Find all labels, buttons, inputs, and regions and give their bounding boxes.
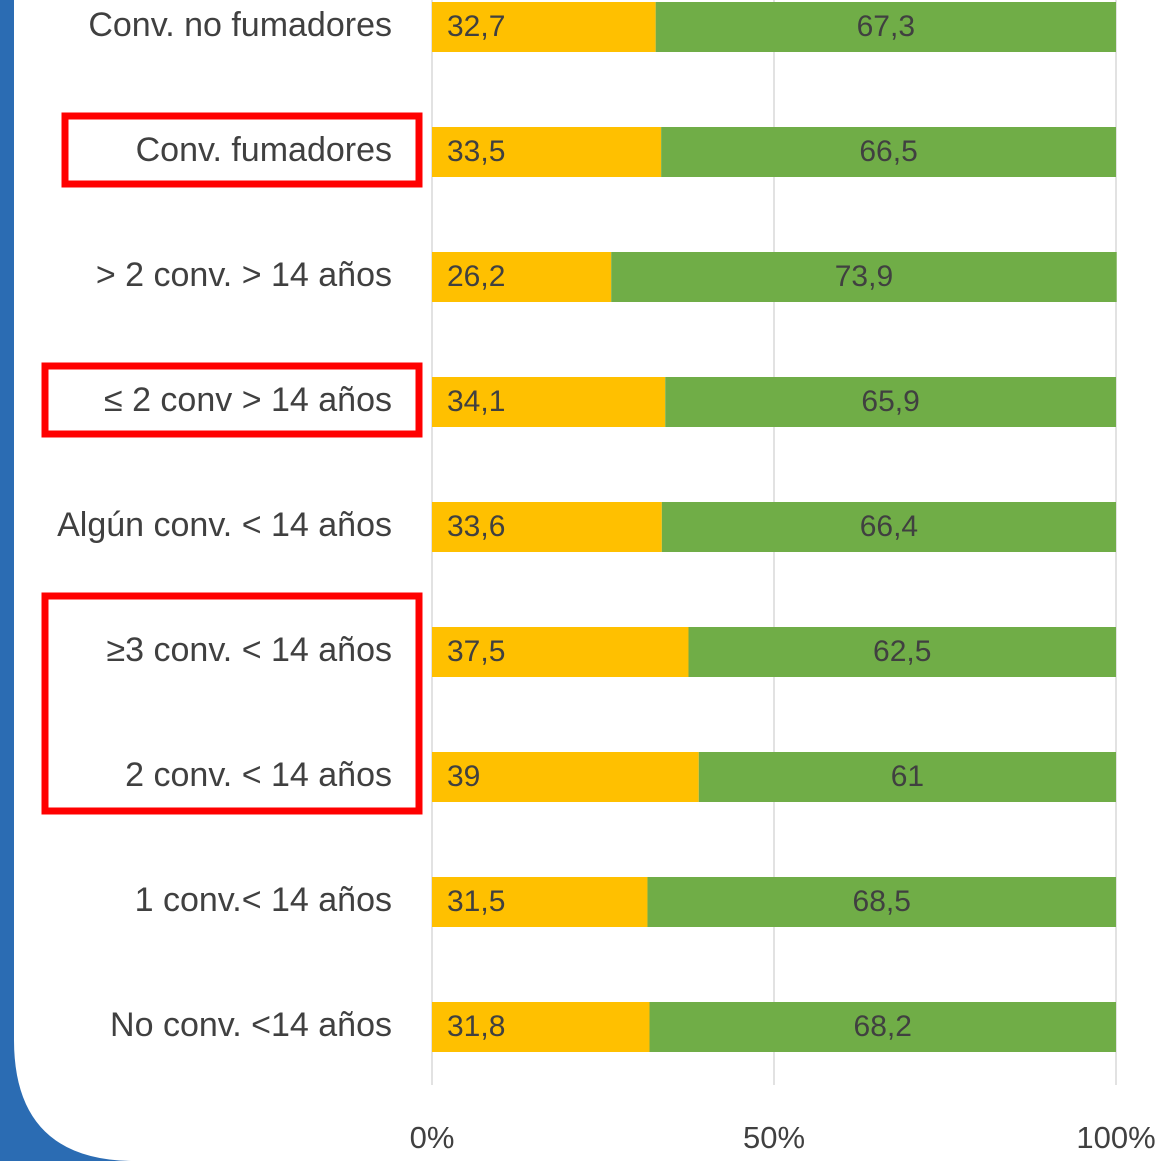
x-tick-label: 100% — [1076, 1120, 1155, 1155]
category-label: > 2 conv. > 14 años — [96, 256, 392, 294]
highlight-box — [41, 592, 423, 815]
data-label: 68,2 — [854, 1010, 912, 1043]
background-decoration — [0, 0, 135, 1161]
x-tick-label: 0% — [410, 1120, 455, 1155]
x-tick-label: 50% — [743, 1120, 805, 1155]
bar-segment — [432, 377, 666, 427]
bar-segment — [432, 877, 648, 927]
data-label: 61 — [891, 760, 924, 793]
category-label: 1 conv.< 14 años — [135, 881, 392, 919]
data-label: 31,5 — [447, 885, 505, 918]
bar-segment — [649, 1002, 1116, 1052]
bar-segment — [432, 752, 699, 802]
bar-segment — [432, 502, 662, 552]
bar-segment — [432, 252, 612, 302]
bar-segment — [688, 627, 1116, 677]
data-label: 66,4 — [860, 510, 918, 543]
data-label: 67,3 — [857, 10, 915, 43]
data-label: 65,9 — [861, 385, 919, 418]
bar-segment — [611, 252, 1117, 302]
bar-segment — [661, 502, 1116, 552]
data-label: 31,8 — [447, 1010, 505, 1043]
data-label: 26,2 — [447, 260, 505, 293]
data-label: 66,5 — [859, 135, 917, 168]
bar-segment — [432, 127, 662, 177]
data-label: 37,5 — [447, 635, 505, 668]
bar-segment — [655, 2, 1116, 52]
data-label: 32,7 — [447, 10, 505, 43]
data-label: 34,1 — [447, 385, 505, 418]
category-label: ≤ 2 conv > 14 años — [104, 381, 392, 419]
data-label: 62,5 — [873, 635, 931, 668]
data-label: 33,5 — [447, 135, 505, 168]
plot: 0% 50% 100% Conv. no fumadores 32,7 67,3 Conv.… — [57, 0, 1156, 1155]
bar-segment — [647, 877, 1116, 927]
bar-segment — [432, 627, 689, 677]
data-label: 73,9 — [835, 260, 893, 293]
category-label: ≥3 conv. < 14 años — [107, 631, 393, 669]
bar-segment — [432, 2, 656, 52]
category-label: 2 conv. < 14 años — [125, 756, 392, 794]
category-label: Conv. no fumadores — [88, 6, 392, 44]
bar-segment — [432, 1002, 650, 1052]
data-label: 39 — [447, 760, 480, 793]
highlight-box — [41, 362, 423, 438]
data-label: 68,5 — [853, 885, 911, 918]
bar-segment — [698, 752, 1116, 802]
data-label: 33,6 — [447, 510, 505, 543]
category-label: No conv. <14 años — [110, 1006, 392, 1044]
highlight-box — [61, 112, 423, 188]
category-label: Conv. fumadores — [136, 131, 392, 169]
category-label: Algún conv. < 14 años — [57, 506, 392, 544]
bar-segment — [665, 377, 1116, 427]
bar-segment — [661, 127, 1116, 177]
